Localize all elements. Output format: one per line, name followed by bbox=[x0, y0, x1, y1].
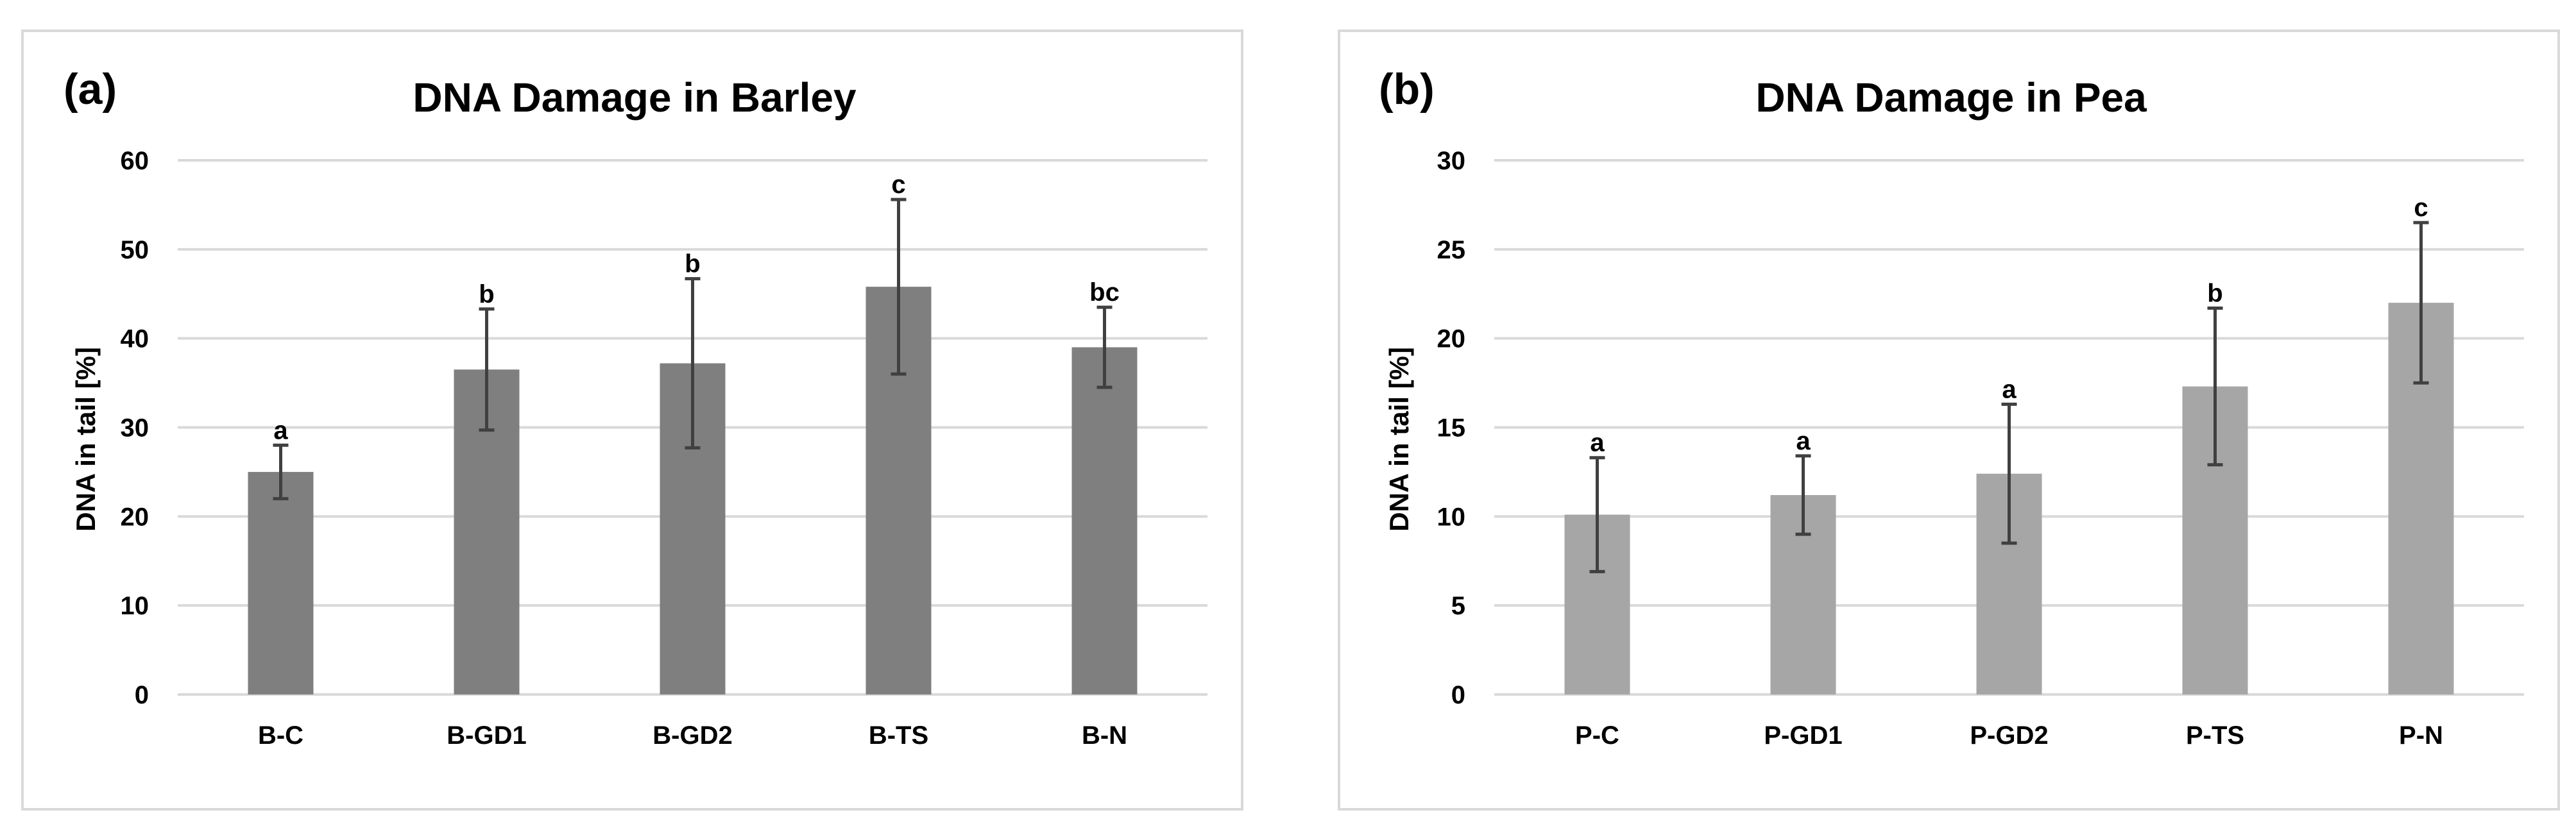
y-ticks: 0 5 10 15 20 25 30 bbox=[1437, 147, 1466, 709]
significance-letter: a bbox=[273, 416, 288, 444]
barley-chart-svg: (a) DNA Damage in Barley DNA in tail [%]… bbox=[64, 65, 1207, 750]
y-tick-label: 20 bbox=[121, 503, 149, 531]
x-tick-label: B-GD2 bbox=[653, 721, 732, 750]
y-tick-label: 10 bbox=[121, 592, 149, 620]
significance-letter: a bbox=[1590, 429, 1605, 457]
x-ticks: P-C P-GD1 P-GD2 P-TS P-N bbox=[1575, 721, 2443, 750]
chart-title: DNA Damage in Barley bbox=[413, 74, 857, 121]
y-tick-label: 30 bbox=[121, 414, 149, 442]
x-tick-label: B-N bbox=[1082, 721, 1127, 750]
significance-letter: b bbox=[2207, 279, 2222, 307]
error-bars bbox=[1589, 221, 2429, 573]
y-tick-label: 10 bbox=[1437, 503, 1466, 531]
significance-letter: a bbox=[1796, 427, 1811, 455]
significance-letter: b bbox=[685, 250, 700, 278]
chart-panel-barley: (a) DNA Damage in Barley DNA in tail [%]… bbox=[21, 29, 1243, 811]
significance-letters: a a a b c bbox=[1590, 194, 2428, 457]
y-tick-label: 40 bbox=[121, 325, 149, 353]
significance-letter: b bbox=[479, 280, 494, 308]
x-tick-label: P-GD1 bbox=[1764, 721, 1842, 750]
y-tick-label: 15 bbox=[1437, 414, 1466, 442]
panel-label: (a) bbox=[64, 65, 117, 114]
bar-b-n bbox=[1071, 347, 1138, 694]
y-tick-label: 20 bbox=[1437, 325, 1466, 353]
y-tick-label: 0 bbox=[1451, 681, 1465, 709]
significance-letter: c bbox=[891, 171, 905, 199]
y-tick-label: 25 bbox=[1437, 236, 1466, 264]
x-tick-label: B-C bbox=[258, 721, 303, 750]
y-ticks: 0 10 20 30 40 50 60 bbox=[121, 147, 149, 709]
significance-letter: c bbox=[2414, 194, 2428, 222]
significance-letter: a bbox=[2002, 375, 2017, 403]
x-tick-label: B-GD1 bbox=[447, 721, 526, 750]
bar-b-c bbox=[248, 471, 314, 694]
chart-panel-pea: (b) DNA Damage in Pea DNA in tail [%] 0 5… bbox=[1338, 29, 2560, 811]
x-tick-label: P-C bbox=[1575, 721, 1619, 750]
y-axis-label: DNA in tail [%] bbox=[71, 347, 101, 532]
x-tick-label: P-N bbox=[2399, 721, 2443, 750]
y-tick-label: 5 bbox=[1451, 592, 1465, 620]
gridlines bbox=[1494, 159, 2524, 696]
x-ticks: B-C B-GD1 B-GD2 B-TS B-N bbox=[258, 721, 1127, 750]
y-tick-label: 50 bbox=[121, 236, 149, 264]
x-tick-label: P-GD2 bbox=[1970, 721, 2048, 750]
y-tick-label: 30 bbox=[1437, 147, 1466, 175]
y-tick-label: 0 bbox=[135, 681, 149, 709]
y-axis-label: DNA in tail [%] bbox=[1384, 347, 1414, 532]
panel-label: (b) bbox=[1379, 65, 1435, 114]
x-tick-label: P-TS bbox=[2186, 721, 2244, 750]
y-tick-label: 60 bbox=[121, 147, 149, 175]
pea-chart-svg: (b) DNA Damage in Pea DNA in tail [%] 0 5… bbox=[1379, 65, 2524, 750]
x-tick-label: B-TS bbox=[869, 721, 928, 750]
error-bars bbox=[273, 198, 1113, 501]
chart-title: DNA Damage in Pea bbox=[1755, 74, 2147, 121]
significance-letter: bc bbox=[1089, 278, 1120, 307]
